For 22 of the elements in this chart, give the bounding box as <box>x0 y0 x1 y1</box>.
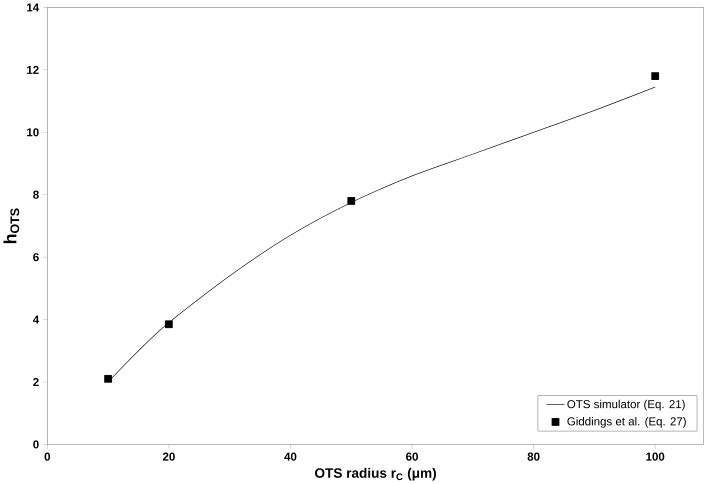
y-tick-label: 14 <box>27 3 40 12</box>
point <box>165 320 173 328</box>
x-tick-label: 0 <box>44 452 50 461</box>
y-tick-label: 12 <box>27 66 39 74</box>
y-tick-label: 8 <box>33 190 39 199</box>
point <box>651 72 660 80</box>
x-tick-label: 100 <box>646 452 664 461</box>
point <box>347 197 356 205</box>
x-tick-label: 40 <box>284 452 296 461</box>
x-axis-title: OTS radius r$_{C}$ (μm) <box>315 468 436 481</box>
y-axis-title: h$_{OTS}$ <box>3 208 20 244</box>
y-tick-label: 10 <box>27 128 39 136</box>
y-tick-label: 0 <box>33 440 39 448</box>
y-tick-label: 2 <box>33 378 39 386</box>
legend-label: OTS simulator (Eq. 21) <box>567 400 685 410</box>
y-tick-label: 6 <box>33 253 39 262</box>
point <box>104 374 112 383</box>
x-tick-label: 80 <box>528 452 540 461</box>
x-tick-label: 20 <box>162 452 175 461</box>
legend-label: Giddings et al. (Eq. 27) <box>567 416 686 428</box>
x-tick-label: 60 <box>406 452 418 461</box>
y-tick-label: 4 <box>32 316 40 324</box>
